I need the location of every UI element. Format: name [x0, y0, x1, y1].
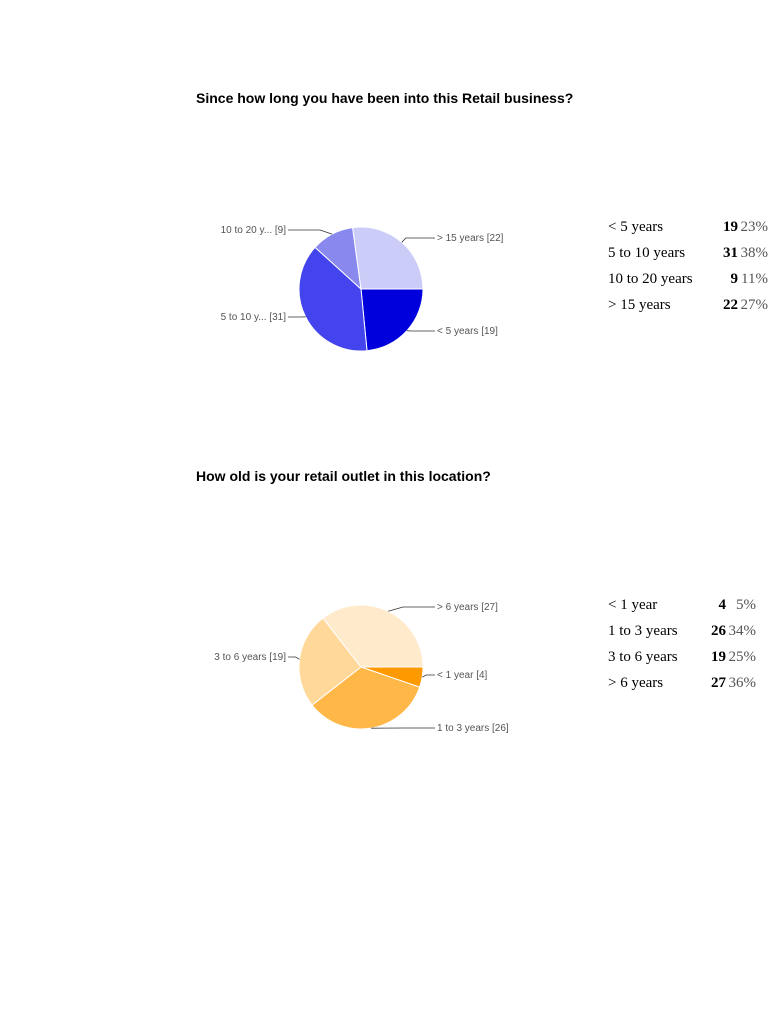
question-title-outlet-age: How old is your retail outlet in this lo… [196, 468, 491, 484]
stats-row-percent: 23% [740, 218, 768, 235]
stats-row-count: 19 [711, 648, 726, 665]
pie-slice [352, 226, 424, 290]
stats-row-label: 3 to 6 years [608, 648, 678, 665]
pie-slice [311, 666, 421, 730]
stats-row-percent: 36% [728, 674, 757, 691]
pie-slice-label: 3 to 6 years [19] [214, 652, 286, 663]
stats-row-label: 5 to 10 years [608, 244, 686, 261]
pie-leader-line [401, 237, 435, 243]
stats-row-percent: 5% [736, 596, 756, 613]
pie-leader-line [388, 606, 435, 612]
stats-row-count: 4 [718, 596, 727, 613]
pie-slice [298, 246, 368, 352]
stats-row: > 6 years 27 36% [606, 670, 756, 696]
stats-row-percent: 27% [740, 296, 768, 313]
pie-slice-label: 1 to 3 years [26] [437, 723, 509, 734]
stats-row: < 1 year 4 5% [606, 592, 756, 618]
stats-table-business-duration: < 5 years 19 23% 5 to 10 years 31 38% 10 to 20… [606, 214, 768, 318]
stats-row: 3 to 6 years 19 25% [606, 644, 756, 670]
stats-row-percent: 38% [740, 244, 768, 261]
pie-leader-line [422, 674, 435, 678]
stats-row: < 5 years 19 23% [606, 214, 768, 240]
stats-row-label: > 6 years [608, 674, 664, 691]
stats-row: 1 to 3 years 26 34% [606, 618, 756, 644]
stats-row-label: 10 to 20 years [608, 270, 693, 287]
pie-slice-label: 5 to 10 y... [31] [221, 312, 287, 323]
stats-row-count: 31 [723, 244, 739, 261]
stats-row-percent: 25% [728, 648, 757, 665]
pie-slice [298, 617, 362, 706]
stats-row-label: < 5 years [608, 218, 664, 235]
pie-slice-label: < 1 year [4] [437, 670, 488, 681]
stats-row-label: > 15 years [608, 296, 671, 313]
stats-row: > 15 years 22 27% [606, 292, 768, 318]
stats-row-count: 27 [711, 674, 726, 691]
stats-row: 10 to 20 years 9 11% [606, 266, 768, 292]
stats-row-percent: 34% [728, 622, 757, 639]
stats-table-outlet-age: < 1 year 4 5% 1 to 3 years 26 34% 3 to 6 years… [606, 592, 756, 696]
pie-slice-label: > 15 years [22] [437, 233, 504, 244]
stats-row-count: 22 [723, 296, 739, 313]
question-title-business-duration: Since how long you have been into this R… [196, 90, 574, 106]
stats-row-label: < 1 year [608, 596, 658, 613]
stats-row-count: 19 [723, 218, 739, 235]
stats-row-label: 1 to 3 years [608, 622, 678, 639]
pie-slice-label: < 5 years [19] [437, 326, 498, 337]
stats-row-percent: 11% [741, 270, 768, 287]
stats-row-count: 9 [730, 270, 739, 287]
stats-row-count: 26 [711, 622, 726, 639]
pie-slice-label: > 6 years [27] [437, 602, 498, 613]
stats-row: 5 to 10 years 31 38% [606, 240, 768, 266]
pie-leader-line [288, 229, 333, 235]
pie-slice-label: 10 to 20 y... [9] [221, 225, 287, 236]
pie-leader-line [288, 656, 300, 660]
